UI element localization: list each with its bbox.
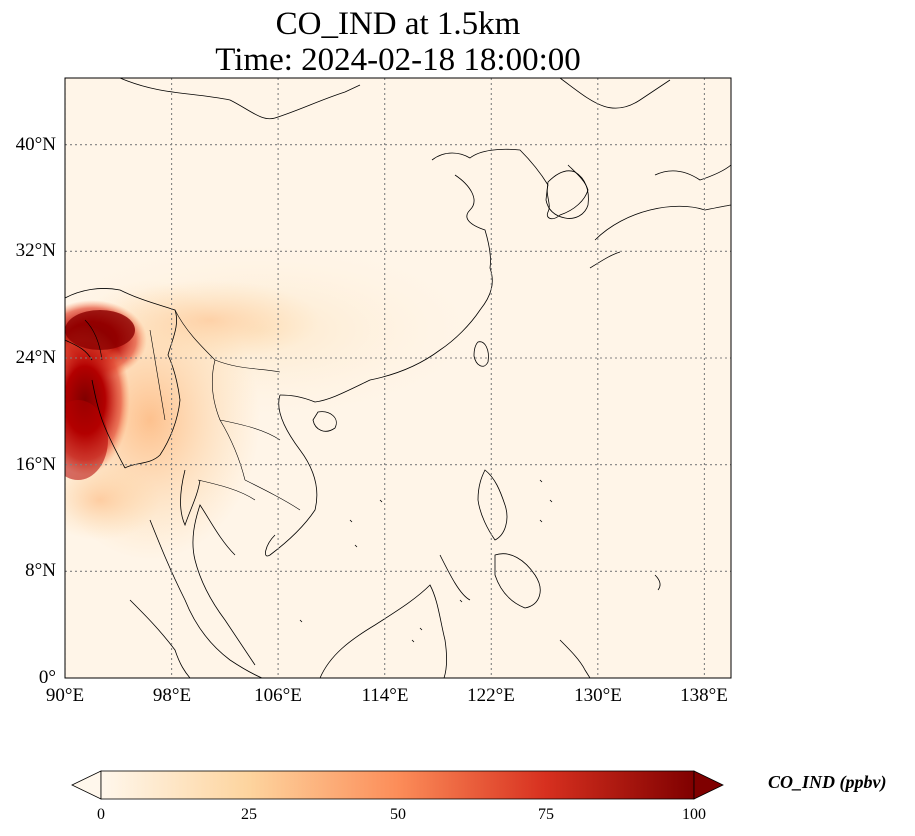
map-field [65, 78, 731, 678]
y-tick-label: 8°N [25, 560, 56, 581]
y-tick-label: 16°N [15, 454, 56, 475]
hotspot-core [65, 400, 108, 480]
x-tick-label: 114°E [361, 685, 409, 706]
colorbar-extend-low [71, 770, 102, 800]
east-plume [100, 280, 320, 360]
colorbar-gradient [100, 770, 695, 800]
colorbar-tick-label: 50 [390, 806, 406, 823]
y-tick-label: 24°N [15, 347, 56, 368]
y-tick-label: 32°N [15, 240, 56, 261]
gridlines [65, 78, 731, 678]
y-tick-label: 40°N [15, 134, 56, 155]
x-tick-label: 138°E [680, 685, 728, 706]
x-tick-label: 90°E [45, 685, 85, 706]
x-tick-label: 106°E [254, 685, 302, 706]
south-plume [65, 460, 160, 540]
hotspot-peak [65, 310, 135, 350]
colorbar-extend-high [693, 770, 724, 800]
colorbar-label: CO_IND (ppbv) [768, 772, 887, 792]
colorbar-tick-label: 25 [241, 806, 257, 823]
colorbar-tick-label: 75 [538, 806, 554, 823]
colorbar [71, 770, 724, 800]
colorbar-tick-label: 100 [682, 806, 706, 823]
y-tick-label: 0° [38, 667, 56, 688]
colorbar-tick-label: 0 [97, 806, 105, 823]
x-tick-label: 98°E [152, 685, 192, 706]
x-tick-label: 130°E [574, 685, 622, 706]
map-title-line1: CO_IND at 1.5km [275, 6, 521, 42]
map-frame [64, 77, 732, 679]
map-title-line2: Time: 2024-02-18 18:00:00 [215, 42, 581, 78]
x-tick-label: 122°E [467, 685, 515, 706]
coastlines [65, 78, 731, 678]
